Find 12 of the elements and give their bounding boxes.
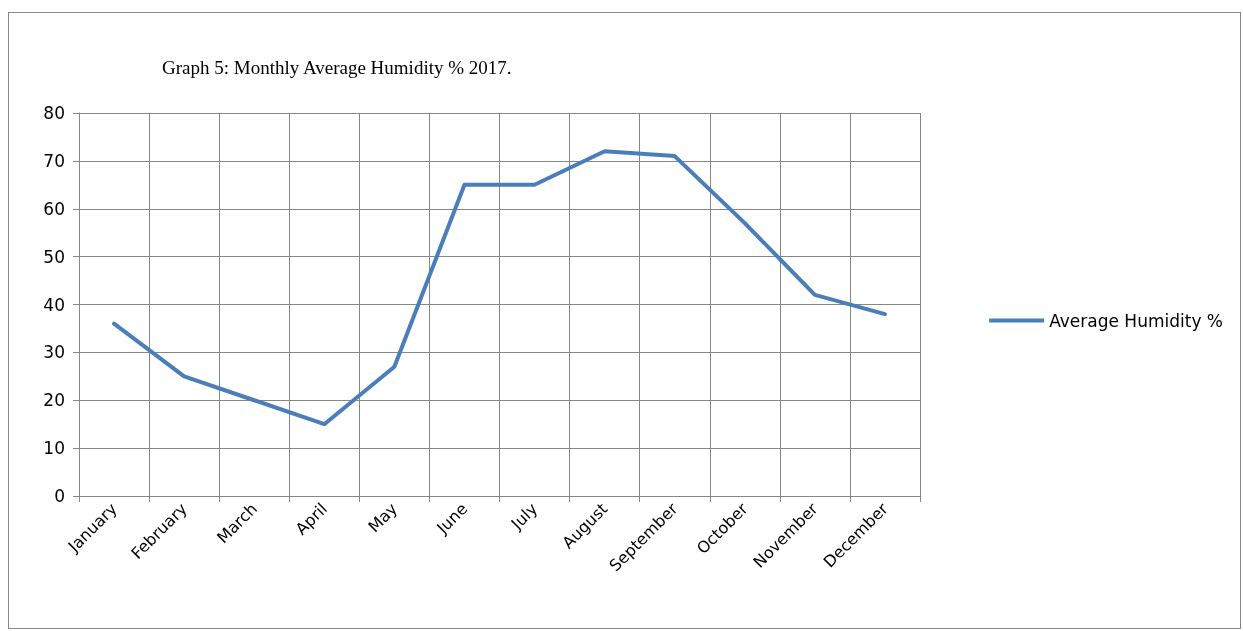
y-tick-label: 0: [54, 486, 65, 506]
y-tick-label: 40: [43, 294, 65, 315]
chart-title: Graph 5: Monthly Average Humidity % 2017.: [162, 57, 512, 78]
y-tick-label: 50: [43, 246, 65, 267]
y-tick-label: 30: [43, 342, 65, 363]
y-tick-label: 20: [43, 390, 65, 411]
line-series: [112, 149, 887, 427]
y-tick-label: 10: [43, 438, 65, 459]
legend-label: Average Humidity %: [1049, 310, 1224, 331]
y-tick-label: 80: [43, 103, 65, 123]
y-tick-label: 70: [43, 150, 65, 171]
y-tick-label: 60: [43, 198, 65, 219]
